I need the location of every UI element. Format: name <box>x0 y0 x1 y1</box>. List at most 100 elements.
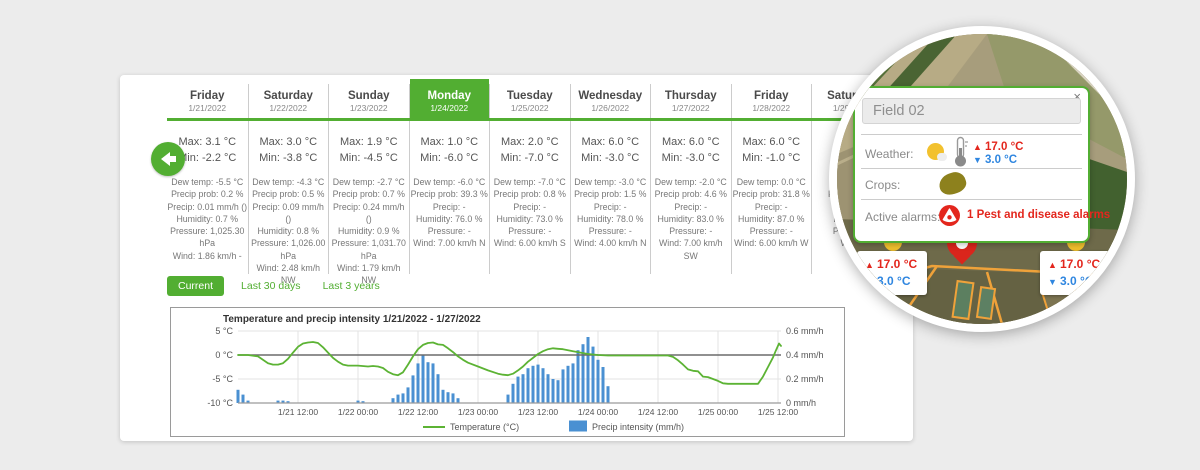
forecast-detail-line: Precip prob: 0.5 % <box>252 189 325 200</box>
day-date: 1/22/2022 <box>269 103 308 113</box>
day-column-header[interactable]: Monday 1/24/2022 <box>409 79 489 118</box>
min-temperature: Min: -3.0 °C <box>661 152 720 164</box>
svg-text:5 °C: 5 °C <box>215 326 233 336</box>
day-column-body: Max: 6.0 °C Min: -3.0 °C Dew temp: -3.0 … <box>571 134 651 274</box>
weather-forecast-card: Friday 1/21/2022 Max: 3.1 °C Min: -2.2 °… <box>120 75 913 441</box>
down-triangle-icon: ▼ <box>1048 277 1057 287</box>
svg-text:Temperature and precip intensi: Temperature and precip intensity 1/21/20… <box>223 314 481 325</box>
up-triangle-icon: ▲ <box>865 260 874 270</box>
day-date: 1/23/2022 <box>349 103 388 113</box>
forecast-detail-line: Precip: - <box>754 201 788 212</box>
divider <box>861 168 1082 169</box>
forecast-detail-line: Wind: 6.00 km/h S <box>493 238 566 249</box>
svg-text:0.2 mm/h: 0.2 mm/h <box>786 374 824 384</box>
forecast-detail-line: Dew temp: 0.0 °C <box>736 177 806 187</box>
min-temperature: Min: -3.0 °C <box>581 152 640 164</box>
forecast-table: Friday 1/21/2022 Max: 3.1 °C Min: -2.2 °… <box>167 79 892 285</box>
day-details: Dew temp: -6.0 °C Precip prob: 39.3 % Prec… <box>410 176 490 250</box>
max-temperature: Max: 2.0 °C <box>500 136 559 148</box>
down-triangle-icon: ▼ <box>973 155 982 165</box>
forecast-day-column: Friday 1/28/2022 Max: 6.0 °C Min: -1.0 °… <box>730 84 812 274</box>
forecast-detail-line: Precip prob: 39.3 % <box>410 189 488 200</box>
header-accent-line <box>167 118 891 121</box>
day-column-header[interactable]: Saturday 1/22/2022 <box>249 84 329 118</box>
svg-text:1/25 00:00: 1/25 00:00 <box>698 407 738 417</box>
day-date: 1/26/2022 <box>591 103 630 113</box>
day-name: Friday <box>753 90 789 102</box>
forecast-detail-line: Precip prob: 4.6 % <box>654 189 727 200</box>
previous-days-button[interactable] <box>151 142 185 176</box>
day-details: Dew temp: -4.3 °C Precip prob: 0.5 % Preci… <box>249 176 329 287</box>
divider <box>861 134 1082 135</box>
marker-high-temp: ▲ 17.0 °C <box>865 257 918 271</box>
tab-last-30-days[interactable]: Last 30 days <box>241 280 301 292</box>
day-date: 1/21/2022 <box>188 103 227 113</box>
tab-last-3-years[interactable]: Last 3 years <box>322 280 380 292</box>
popup-close-button[interactable]: × <box>1073 89 1081 104</box>
forecast-day-column: Thursday 1/27/2022 Max: 6.0 °C Min: -3.0… <box>650 84 731 274</box>
forecast-detail-line: Humidity: 73.0 % <box>496 213 564 224</box>
forecast-detail-line: Pressure: 1,026.00 hPa <box>251 238 326 261</box>
day-date: 1/24/2022 <box>430 103 469 113</box>
day-column-header[interactable]: Tuesday 1/25/2022 <box>490 84 570 118</box>
tab-current[interactable]: Current <box>167 276 225 296</box>
day-name: Wednesday <box>578 90 643 102</box>
max-temperature: Max: 3.1 °C <box>178 136 237 148</box>
forecast-detail-line: Precip prob: 31.8 % <box>732 189 810 200</box>
day-column-body: Max: 2.0 °C Min: -7.0 °C Dew temp: -7.0 … <box>490 134 570 274</box>
day-details: Dew temp: -2.7 °C Precip prob: 0.7 % Preci… <box>329 176 409 287</box>
day-name: Sunday <box>347 90 390 102</box>
field-popup: × Field 02 Weather: ▲ 17.0 °C ▼ 3.0 °C Cro… <box>853 86 1110 243</box>
forecast-detail-line: Humidity: 87.0 % <box>738 213 805 224</box>
pest-disease-alarms-link[interactable]: 1 Pest and disease alarms <box>967 209 1111 221</box>
forecast-day-column: Friday 1/21/2022 Max: 3.1 °C Min: -2.2 °… <box>167 84 248 274</box>
forecast-detail-line: Humidity: 0.7 % <box>176 213 239 224</box>
forecast-detail-line: Pressure: 1,025.30 hPa <box>170 226 245 249</box>
popup-high-temp: ▲ 17.0 °C <box>973 141 1024 153</box>
day-column-header[interactable]: Thursday 1/27/2022 <box>651 84 731 118</box>
forecast-detail-line: Precip prob: 0.7 % <box>332 189 405 200</box>
thermometer-icon <box>955 136 968 167</box>
forecast-detail-line: Precip prob: 0.8 % <box>493 189 566 200</box>
forecast-detail-line: Pressure: - <box>749 226 793 237</box>
svg-text:0 mm/h: 0 mm/h <box>786 398 816 408</box>
day-column-body: Max: 1.0 °C Min: -6.0 °C Dew temp: -6.0 … <box>410 134 490 274</box>
min-temperature: Min: -2.2 °C <box>178 152 237 164</box>
max-temperature: Max: 1.0 °C <box>420 136 479 148</box>
forecast-detail-line: Precip: 0.09 mm/h () <box>252 201 324 224</box>
field-title: Field 02 <box>862 98 1081 124</box>
min-temperature: Min: -7.0 °C <box>500 152 559 164</box>
day-date: 1/28/2022 <box>752 103 791 113</box>
cloud-icon <box>937 153 947 161</box>
day-details: Dew temp: -3.0 °C Precip prob: 1.5 % Preci… <box>571 176 651 250</box>
day-details: Dew temp: -5.5 °C Precip prob: 0.2 % Preci… <box>167 176 248 262</box>
max-temperature: Max: 6.0 °C <box>742 136 801 148</box>
map-temp-marker[interactable]: ▲ 17.0 °C ▼ 3.0 °C <box>857 251 927 295</box>
active-alarms-label: Active alarms: <box>865 210 941 224</box>
day-name: Friday <box>189 90 225 102</box>
svg-text:1/25 12:00: 1/25 12:00 <box>758 407 798 417</box>
forecast-detail-line: Humidity: 0.8 % <box>257 226 320 237</box>
day-column-header[interactable]: Sunday 1/23/2022 <box>329 84 409 118</box>
svg-text:-10 °C: -10 °C <box>207 398 233 408</box>
day-column-header[interactable]: Friday 1/21/2022 <box>167 84 248 118</box>
forecast-detail-line: Precip prob: 1.5 % <box>574 189 647 200</box>
day-name: Thursday <box>664 90 717 102</box>
forecast-detail-line: Precip prob: 0.2 % <box>171 189 244 200</box>
temperature-precip-chart: 5 °C 0 °C -5 °C -10 °C 0.6 mm/h 0.4 mm/h 0.2 m… <box>207 314 824 432</box>
day-column-header[interactable]: Friday 1/28/2022 <box>732 84 812 118</box>
forecast-day-column: Sunday 1/23/2022 Max: 1.9 °C Min: -4.5 °… <box>328 84 409 285</box>
pest-alarm-icon <box>939 205 960 226</box>
day-date: 1/27/2022 <box>671 103 710 113</box>
forecast-detail-line: Precip: - <box>674 201 708 212</box>
day-column-body: Max: 6.0 °C Min: -1.0 °C Dew temp: 0.0 °… <box>732 134 812 274</box>
forecast-detail-line: Pressure: - <box>427 226 471 237</box>
forecast-detail-line: Humidity: 76.0 % <box>416 213 483 224</box>
marker-low-temp: ▼ 3.0 °C <box>1048 274 1094 288</box>
day-column-body: Max: 6.0 °C Min: -3.0 °C Dew temp: -2.0 … <box>651 134 731 274</box>
bean-crop-icon <box>936 169 969 198</box>
day-column-header[interactable]: Wednesday 1/26/2022 <box>571 84 651 118</box>
map-temp-marker[interactable]: ▲ 17.0 °C ▼ 3.0 °C <box>1040 251 1110 295</box>
forecast-detail-line: Wind: 1.79 km/h NW <box>336 263 401 286</box>
